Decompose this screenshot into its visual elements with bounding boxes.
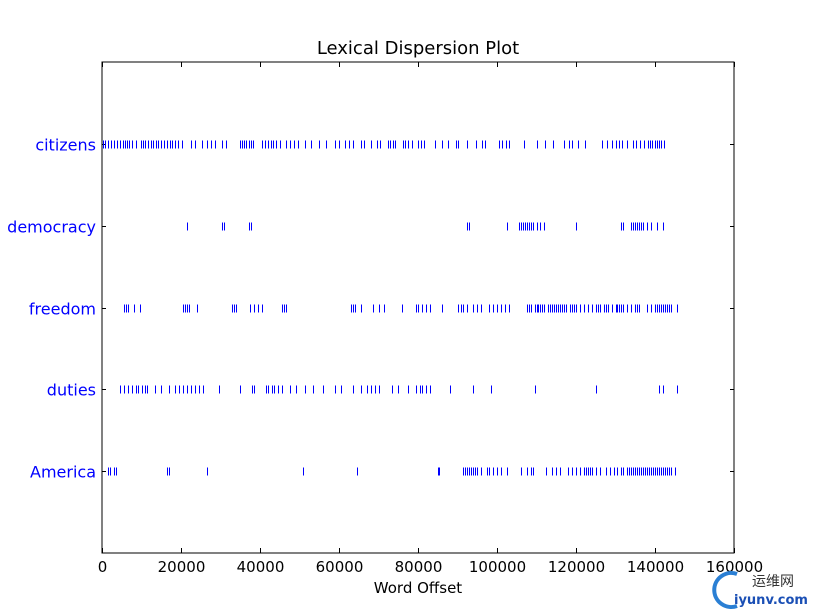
x-tick-label: 40000 xyxy=(237,558,285,576)
x-tick-label: 80000 xyxy=(395,558,443,576)
x-tick-label: 20000 xyxy=(158,558,206,576)
x-tick-label: 140000 xyxy=(627,558,684,576)
x-tick-label: 160000 xyxy=(706,558,763,576)
x-tick-label: 60000 xyxy=(316,558,364,576)
series-democracy xyxy=(187,222,664,231)
x-tick-label: 0 xyxy=(98,558,108,576)
x-axis-tick-labels: 0 20000 40000 60000 80000 100000 120000 140000 1… xyxy=(98,558,763,576)
y-axis-labels: citizens democracy freedom duties America xyxy=(7,136,96,482)
logo-arc-icon xyxy=(712,571,738,609)
series-duties xyxy=(120,385,678,394)
watermark-logo: 运维网 iyunv.com xyxy=(712,571,808,609)
x-axis-ticks xyxy=(102,62,735,553)
watermark-cn-text: 运维网 xyxy=(752,574,794,590)
x-tick-label: 100000 xyxy=(469,558,526,576)
chart-title: Lexical Dispersion Plot xyxy=(317,38,519,59)
x-tick-label: 120000 xyxy=(548,558,605,576)
series-citizens xyxy=(103,140,665,149)
series-freedom xyxy=(124,304,678,313)
watermark-en-text: iyunv.com xyxy=(734,593,808,608)
series-america xyxy=(108,467,676,476)
y-label-america: America xyxy=(30,463,96,482)
y-label-citizens: citizens xyxy=(35,136,96,155)
x-axis-label: Word Offset xyxy=(374,579,463,597)
dispersion-marks xyxy=(103,140,678,476)
y-label-democracy: democracy xyxy=(7,218,96,237)
y-label-freedom: freedom xyxy=(29,300,96,319)
y-label-duties: duties xyxy=(47,381,96,400)
